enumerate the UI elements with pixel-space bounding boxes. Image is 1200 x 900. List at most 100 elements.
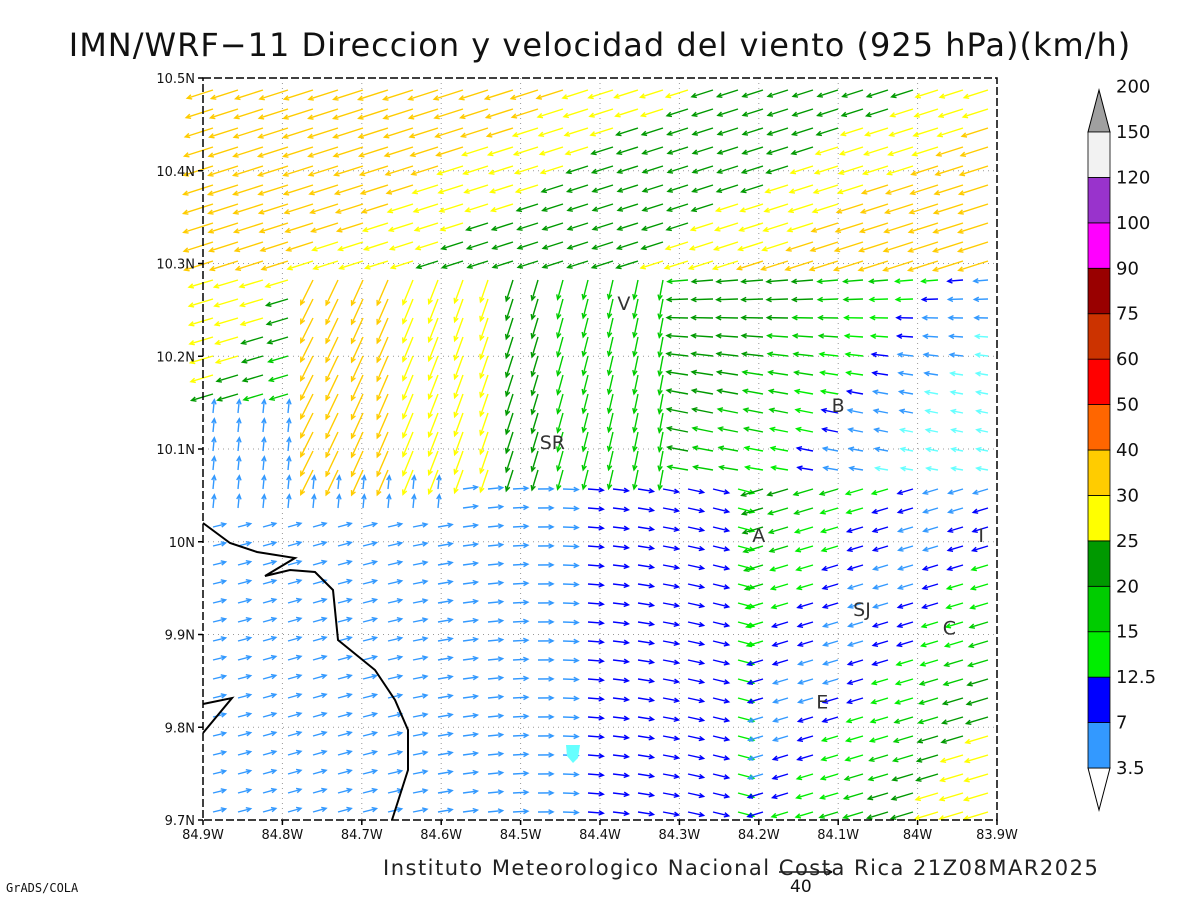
lat-tick-label: 9.8N bbox=[165, 721, 195, 736]
wind-arrow bbox=[846, 697, 864, 705]
wind-arrow bbox=[796, 697, 814, 704]
place-label: E bbox=[816, 692, 828, 714]
wind-arrow bbox=[746, 697, 764, 704]
wind-arrow bbox=[236, 417, 242, 433]
wind-arrow bbox=[487, 523, 505, 529]
wind-arrow bbox=[657, 374, 664, 396]
wind-arrow bbox=[691, 184, 714, 193]
wind-arrow bbox=[821, 697, 839, 704]
wind-arrow bbox=[914, 792, 939, 802]
wind-arrow bbox=[771, 735, 789, 742]
wind-arrow bbox=[908, 203, 939, 215]
wind-arrow bbox=[515, 203, 539, 213]
wind-arrow bbox=[189, 374, 214, 384]
wind-arrow bbox=[821, 564, 839, 572]
wind-arrow bbox=[462, 693, 480, 700]
wind-arrow bbox=[894, 678, 914, 686]
wind-arrow bbox=[336, 474, 342, 490]
wind-arrow bbox=[357, 146, 389, 158]
wind-arrow bbox=[870, 678, 889, 686]
wind-arrow bbox=[816, 108, 839, 117]
wind-arrow bbox=[487, 580, 505, 586]
wind-arrow bbox=[939, 754, 964, 764]
wind-arrow bbox=[376, 279, 389, 307]
wind-arrow bbox=[412, 693, 429, 699]
wind-arrow bbox=[898, 427, 914, 434]
wind-arrow bbox=[907, 222, 939, 234]
wind-arrow bbox=[462, 807, 480, 814]
wind-arrow bbox=[964, 735, 989, 745]
wind-arrow bbox=[768, 545, 789, 553]
wind-arrow bbox=[562, 108, 589, 119]
wind-arrow bbox=[182, 184, 214, 196]
wind-arrow bbox=[923, 389, 939, 396]
wind-arrow bbox=[587, 715, 605, 721]
place-label: C bbox=[943, 618, 956, 640]
wind-arrow bbox=[411, 184, 439, 195]
wind-arrow bbox=[412, 598, 429, 604]
wind-arrow bbox=[268, 393, 289, 401]
wind-arrow bbox=[412, 203, 439, 214]
wind-arrow bbox=[637, 564, 656, 570]
wind-arrow bbox=[688, 241, 714, 251]
wind-arrow bbox=[712, 811, 731, 818]
wind-arrow bbox=[208, 260, 239, 272]
wind-arrow bbox=[262, 654, 278, 661]
wind-arrow bbox=[491, 260, 514, 269]
wind-arrow bbox=[537, 619, 555, 625]
wind-arrow bbox=[357, 108, 389, 120]
wind-arrow bbox=[893, 278, 914, 284]
wind-arrow bbox=[712, 735, 731, 742]
wind-arrow bbox=[606, 336, 614, 358]
wind-arrow bbox=[591, 184, 614, 193]
wind-arrow bbox=[606, 469, 614, 491]
wind-arrow bbox=[412, 522, 429, 528]
wind-arrow bbox=[766, 89, 789, 98]
wind-arrow bbox=[712, 621, 731, 628]
wind-arrow bbox=[237, 712, 253, 718]
wind-arrow bbox=[286, 398, 292, 414]
wind-arrow bbox=[662, 716, 681, 722]
wind-arrow bbox=[207, 203, 239, 215]
wind-arrow bbox=[232, 146, 264, 158]
wind-arrow bbox=[663, 260, 689, 270]
wind-arrow bbox=[266, 336, 289, 345]
wind-arrow bbox=[581, 412, 589, 434]
wind-arrow bbox=[863, 146, 889, 156]
wind-arrow bbox=[337, 711, 353, 718]
wind-arrow bbox=[767, 388, 789, 395]
wind-arrow bbox=[869, 716, 889, 724]
wind-arrow bbox=[662, 697, 681, 703]
wind-arrow bbox=[924, 408, 939, 415]
wind-arrow bbox=[690, 89, 714, 99]
wind-arrow bbox=[565, 165, 589, 175]
wind-arrow bbox=[261, 474, 267, 490]
wind-arrow bbox=[453, 431, 464, 457]
wind-arrow bbox=[562, 695, 580, 702]
wind-arrow bbox=[897, 564, 914, 571]
wind-arrow bbox=[208, 108, 239, 120]
wind-arrow bbox=[207, 222, 239, 234]
wind-arrow bbox=[462, 750, 480, 757]
wind-arrow bbox=[934, 165, 964, 177]
wind-arrow bbox=[764, 184, 789, 194]
wind-arrow bbox=[512, 523, 530, 530]
wind-arrow bbox=[361, 474, 367, 490]
wind-arrow bbox=[412, 807, 429, 813]
wind-arrow bbox=[770, 465, 789, 471]
wind-arrow bbox=[662, 545, 681, 551]
wind-arrow bbox=[771, 678, 789, 685]
wind-arrow bbox=[662, 735, 681, 741]
wind-arrow bbox=[957, 184, 989, 196]
wind-arrow bbox=[946, 526, 964, 533]
wind-arrow bbox=[969, 602, 989, 610]
wind-arrow bbox=[794, 426, 814, 433]
wind-arrow bbox=[337, 787, 353, 794]
coastline bbox=[202, 522, 409, 821]
wind-arrow bbox=[666, 165, 689, 174]
wind-arrow bbox=[537, 771, 555, 777]
wind-arrow bbox=[487, 789, 505, 795]
colorbar-label: 15 bbox=[1116, 622, 1139, 643]
wind-arrow bbox=[821, 621, 839, 628]
